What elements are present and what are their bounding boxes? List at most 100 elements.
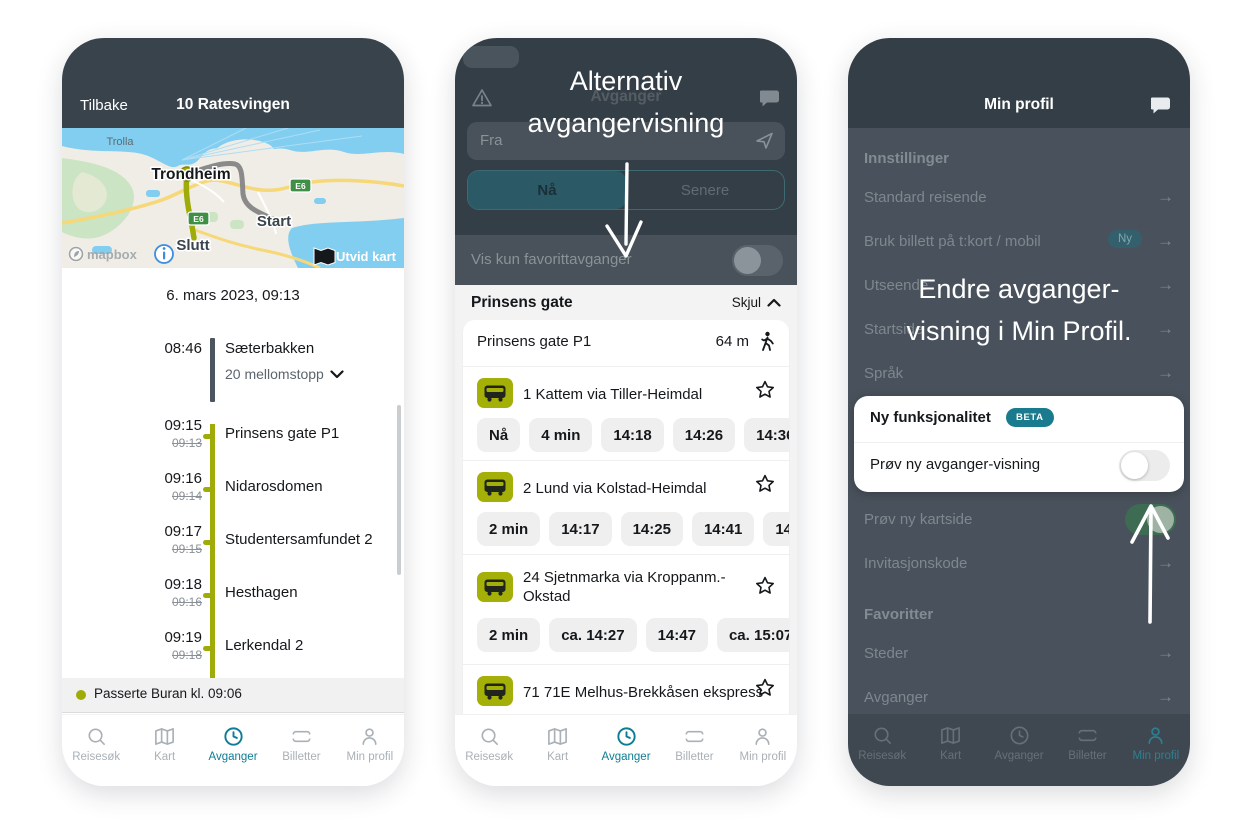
ticket-icon — [1077, 729, 1098, 742]
alert-triangle-icon[interactable] — [471, 88, 493, 108]
svg-text:E6: E6 — [295, 181, 306, 191]
map-icon — [941, 727, 961, 744]
intermediate-stops-toggle[interactable]: 20 mellomstopp — [225, 366, 344, 382]
settings-row[interactable]: Standard reisende → — [864, 187, 1174, 206]
favorites-toggle[interactable] — [732, 245, 783, 276]
settings-row[interactable]: Prøv ny kartside — [848, 498, 1190, 542]
map-info-icon[interactable] — [154, 244, 174, 264]
settings-row[interactable]: Invitasjonskode → — [864, 553, 1174, 572]
segment-later[interactable]: Senere — [680, 181, 730, 199]
settings-row[interactable]: Bruk billett på t:kort / mobil Ny → — [864, 230, 1174, 250]
tab-bar: Reisesøk Kart Avganger Billetter Min pro… — [62, 714, 404, 786]
phone-journey-details: Tilbake 10 Ratesvingen — [62, 38, 404, 786]
departure-times: 2 min ca. 14:27 14:47 ca. 15:07 — [463, 618, 789, 652]
stop-name: Prinsens gate P1 — [225, 425, 340, 442]
favorite-star-icon[interactable] — [753, 676, 777, 700]
settings-row[interactable]: Språk → — [864, 363, 1174, 382]
locate-send-icon[interactable] — [755, 131, 774, 150]
time-chip[interactable]: 2 min — [477, 512, 541, 546]
favorite-star-icon[interactable] — [753, 378, 777, 402]
time-chip[interactable]: 14:17 — [549, 512, 612, 546]
timeline-bus-segment — [210, 424, 215, 678]
route-name: 1 Kattem via Tiller-Heimdal — [523, 386, 703, 403]
status-dot-icon — [76, 690, 86, 700]
quay-row[interactable]: Prinsens gate P1 64 m — [463, 320, 789, 367]
time-chip[interactable]: 14:26 — [672, 418, 736, 452]
time-chip[interactable]: 2 min — [477, 618, 541, 652]
from-search-field[interactable]: Fra — [467, 122, 785, 160]
route-row[interactable]: 71 71E Melhus-Brekkåsen ekspress — [463, 664, 789, 744]
tab-billetter[interactable]: Billetter — [267, 725, 335, 786]
back-button[interactable]: Tilbake — [80, 97, 128, 114]
bus-icon — [477, 472, 513, 502]
stop-name: Studentersamfundet 2 — [225, 531, 373, 548]
settings-row[interactable]: Avganger → — [864, 687, 1174, 706]
arrow-right-icon: → — [1157, 187, 1174, 206]
map-label-trolla: Trolla — [106, 136, 134, 148]
phone-profile: Min profil Innstillinger Standard reisen… — [848, 38, 1190, 786]
journey-date: 6. mars 2023, 09:13 — [62, 268, 404, 323]
journey-map[interactable]: Trolla Trondheim Start Slutt E6 E6 mapbo… — [62, 127, 404, 270]
chat-bubble-icon[interactable] — [760, 89, 781, 108]
stop-scheduled-time: 09:15 — [171, 542, 202, 556]
map-route-walk-segment — [184, 161, 278, 223]
departures-card: Prinsens gate P1 64 m 1 Kattem via Tille… — [463, 320, 789, 744]
time-chip[interactable]: 14:25 — [620, 512, 683, 546]
settings-row[interactable]: Startside → — [864, 319, 1174, 338]
time-chip[interactable]: ca. 14:27 — [549, 618, 637, 652]
stop-name: Hesthagen — [225, 584, 298, 601]
settings-row[interactable]: Steder → — [864, 643, 1174, 662]
stop-scheduled-time: 09:13 — [171, 436, 202, 450]
new-badge: Ny — [1107, 230, 1142, 248]
time-chip[interactable]: 14:47 — [645, 618, 708, 652]
stop-row: 09:18 09:16 Hesthagen — [62, 569, 404, 622]
settings-row[interactable]: Utseende → — [864, 275, 1174, 294]
ticket-icon — [291, 730, 312, 743]
favorites-section-title: Favoritter — [864, 606, 934, 623]
time-chip[interactable]: 14:41 — [691, 512, 755, 546]
mapbox-logo[interactable]: mapbox — [68, 246, 138, 262]
tab-reisesok[interactable]: Reisesøk — [455, 725, 523, 786]
chevron-up-icon — [767, 298, 781, 307]
stop-time: 09:17 — [164, 523, 202, 540]
route-row[interactable]: 2 Lund via Kolstad-Heimdal 2 min 14:17 1… — [463, 460, 789, 555]
time-chip[interactable]: ca. 15:07 — [716, 618, 789, 652]
favorite-star-icon[interactable] — [753, 472, 777, 496]
collapse-button[interactable]: Skjul — [732, 295, 781, 310]
segment-now[interactable]: Nå — [468, 171, 626, 209]
arrow-right-icon: → — [1157, 553, 1174, 572]
tab-billetter[interactable]: Billetter — [1053, 724, 1121, 786]
card-title: Ny funksjonalitet — [870, 409, 991, 426]
tab-min-profil[interactable]: Min profil — [729, 725, 797, 786]
tab-avganger[interactable]: Avganger — [985, 724, 1053, 786]
scrollbar[interactable] — [397, 405, 401, 575]
favorites-filter-label: Vis kun favorittavganger — [471, 251, 632, 268]
route-row[interactable]: 24 Sjetnmarka via Kroppanm.-Okstad 2 min… — [463, 554, 789, 665]
new-departures-toggle[interactable] — [1119, 450, 1170, 481]
time-chip[interactable]: Nå — [477, 418, 521, 452]
tab-min-profil[interactable]: Min profil — [1122, 724, 1190, 786]
expand-map-button[interactable]: Utvid kart — [313, 247, 397, 266]
favorite-star-icon[interactable] — [753, 574, 777, 598]
bus-icon — [477, 676, 513, 706]
tab-avganger[interactable]: Avganger — [592, 725, 660, 786]
time-chip[interactable]: 14:51 — [763, 512, 789, 546]
time-chip[interactable]: 14:18 — [601, 418, 664, 452]
time-chip[interactable]: 14:36 — [744, 418, 789, 452]
beta-badge: BETA — [1006, 408, 1054, 427]
stop-scheduled-time: 09:16 — [171, 595, 202, 609]
chat-bubble-icon[interactable] — [1151, 96, 1172, 115]
tab-reisesok[interactable]: Reisesøk — [62, 725, 130, 786]
tab-avganger[interactable]: Avganger — [199, 725, 267, 786]
tab-kart[interactable]: Kart — [130, 725, 198, 786]
tab-reisesok[interactable]: Reisesøk — [848, 724, 916, 786]
tab-min-profil[interactable]: Min profil — [336, 725, 404, 786]
route-row[interactable]: 1 Kattem via Tiller-Heimdal Nå 4 min 14:… — [463, 366, 789, 461]
map-icon — [548, 728, 568, 745]
tab-kart[interactable]: Kart — [523, 725, 591, 786]
tab-billetter[interactable]: Billetter — [660, 725, 728, 786]
new-map-toggle[interactable] — [1125, 504, 1176, 535]
time-chip[interactable]: 4 min — [529, 418, 593, 452]
tab-kart[interactable]: Kart — [916, 724, 984, 786]
map-label-start: Start — [257, 213, 291, 230]
